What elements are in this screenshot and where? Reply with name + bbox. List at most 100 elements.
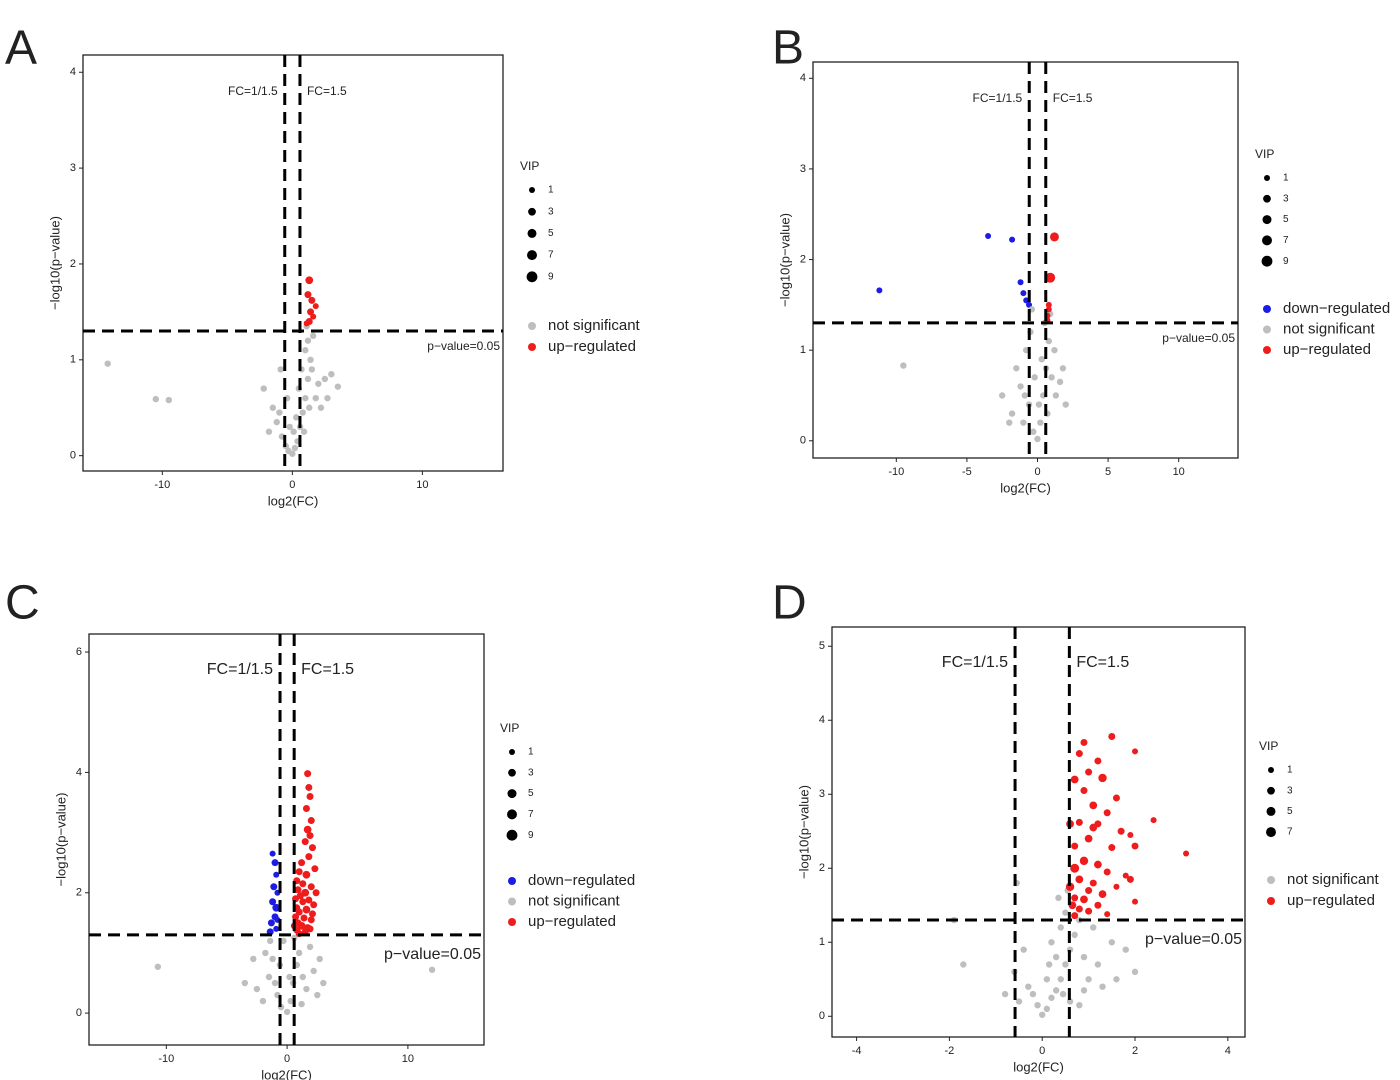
data-point [295,868,303,876]
legend-size-key [528,207,536,216]
data-point [1085,907,1093,915]
data-point [304,770,312,778]
data-point [303,985,310,993]
y-axis-label: −log10(p−value) [53,793,68,887]
data-point [277,366,284,373]
data-point [1122,946,1129,953]
data-point [1013,365,1020,372]
data-point [1085,886,1093,894]
data-point [428,966,436,973]
data-point [1049,232,1059,242]
data-point [1057,924,1064,931]
legend-label: up−regulated [528,913,616,930]
legend-size-label: 1 [548,185,554,196]
annotation: FC=1.5 [1053,91,1093,105]
data-point [1071,894,1079,902]
data-point [1059,365,1067,372]
data-point [307,817,315,825]
data-point [304,291,312,299]
data-point [1055,894,1062,902]
data-point [312,303,319,310]
data-point [1020,290,1027,297]
legend-size-label: 7 [1287,827,1293,838]
legend-size-label: 9 [1283,256,1289,267]
data-point [294,886,302,894]
y-tick-label: 4 [76,766,82,778]
data-point [241,979,249,987]
data-point [1034,1001,1041,1009]
legend-size-label: 5 [1283,214,1289,225]
data-point [302,805,310,813]
data-point [1113,883,1120,890]
data-point [297,921,306,930]
data-point [306,943,314,951]
data-point [280,937,287,945]
data-point [302,347,309,354]
data-point [260,385,267,392]
data-point [1034,435,1041,443]
data-point [1051,346,1058,354]
panel-label: D [772,577,807,630]
y-axis-label: −log10(p−value) [47,216,62,310]
data-point [1132,748,1139,755]
legend-label: up−regulated [1283,341,1371,358]
data-point [1113,976,1120,983]
x-tick-label: -10 [888,466,904,478]
legend-size-key [527,228,537,238]
annotation: FC=1.5 [307,84,347,98]
data-point [1057,976,1064,983]
data-point [306,832,314,840]
x-tick-label: 2 [1132,1045,1138,1057]
data-point [1031,374,1038,381]
y-tick-label: 3 [70,162,76,174]
legend-size-label: 3 [1287,785,1293,796]
data-point [1089,801,1098,810]
data-point [1026,301,1033,308]
y-tick-label: 5 [819,640,825,652]
data-point [1035,401,1043,408]
legend-size-label: 9 [528,830,534,841]
data-point [300,428,308,435]
data-point [1108,844,1116,852]
y-tick-label: 0 [800,435,806,447]
x-tick-label: 0 [289,479,295,491]
legend-label: down−regulated [1283,300,1390,317]
data-point [311,865,319,873]
data-point [307,356,314,364]
data-point [1062,401,1069,408]
data-point [276,409,283,416]
panel-label: A [5,22,37,75]
data-point [1094,860,1102,869]
x-tick-label: 0 [1039,1045,1045,1057]
legend-size-key [506,829,518,841]
data-point [305,276,314,285]
legend-color-key [508,918,516,926]
legend-label: not significant [528,892,621,909]
legend-title: VIP [520,159,539,173]
data-point [262,949,269,957]
legend-size-key [507,809,517,820]
legend-label: not significant [548,317,641,334]
data-point [271,979,279,987]
data-point [1052,953,1060,961]
data-point [999,392,1006,399]
data-point [308,910,316,918]
data-point [266,937,274,945]
data-point [1103,809,1111,817]
data-point [1045,301,1052,308]
y-axis-label: −log10(p−value) [796,785,811,879]
data-point [265,428,273,435]
data-point [253,985,261,993]
data-point [299,898,307,906]
x-tick-label: -5 [962,466,972,478]
data-point [305,783,313,791]
y-tick-label: 2 [70,258,76,270]
data-point [1045,961,1053,968]
x-axis-label: log2(FC) [268,493,319,508]
y-tick-label: 3 [800,163,806,175]
data-point [1071,912,1079,920]
data-point [1085,768,1093,776]
data-point [273,418,280,426]
data-point [314,991,321,999]
legend-size-key [1268,767,1274,773]
